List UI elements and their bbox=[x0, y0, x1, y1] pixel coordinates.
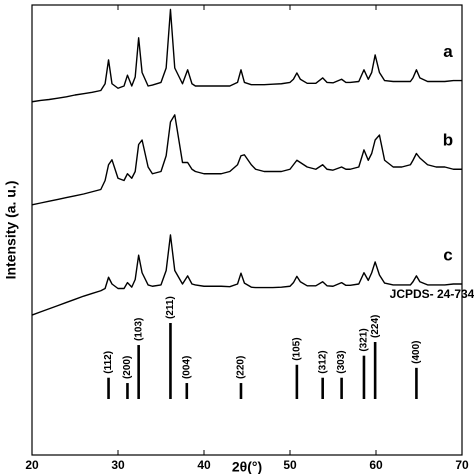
x-tick-label: 60 bbox=[369, 458, 383, 472]
x-tick-label: 40 bbox=[197, 458, 211, 472]
x-tick-label: 70 bbox=[455, 458, 469, 472]
hkl-label: (211) bbox=[165, 296, 176, 319]
xrd-curve bbox=[31, 114, 462, 206]
curve-label: c bbox=[443, 245, 452, 264]
x-axis-label: 2θ(°) bbox=[232, 459, 262, 474]
hkl-label: (400) bbox=[411, 340, 422, 363]
curve-label: b bbox=[443, 131, 453, 150]
curve-label: a bbox=[443, 42, 453, 61]
hkl-label: (321) bbox=[359, 328, 370, 351]
plot-frame bbox=[31, 4, 463, 456]
x-tick-label: 30 bbox=[111, 458, 125, 472]
hkl-label: (103) bbox=[133, 318, 144, 341]
xrd-curve bbox=[31, 8, 462, 103]
hkl-label: (220) bbox=[236, 356, 247, 379]
hkl-label: (200) bbox=[122, 356, 133, 379]
hkl-label: (224) bbox=[370, 315, 381, 338]
hkl-label: (112) bbox=[103, 351, 114, 374]
reference-name: JCPDS- 24-734 bbox=[390, 287, 474, 301]
hkl-label: (004) bbox=[181, 356, 192, 379]
xrd-curve bbox=[31, 234, 462, 316]
hkl-label: (303) bbox=[336, 350, 347, 373]
hkl-label: (312) bbox=[317, 350, 328, 373]
x-tick-label: 20 bbox=[25, 458, 39, 472]
y-axis-label: Intensity (a. u.) bbox=[3, 181, 19, 280]
hkl-label: (105) bbox=[292, 337, 303, 360]
x-tick-label: 50 bbox=[283, 458, 297, 472]
